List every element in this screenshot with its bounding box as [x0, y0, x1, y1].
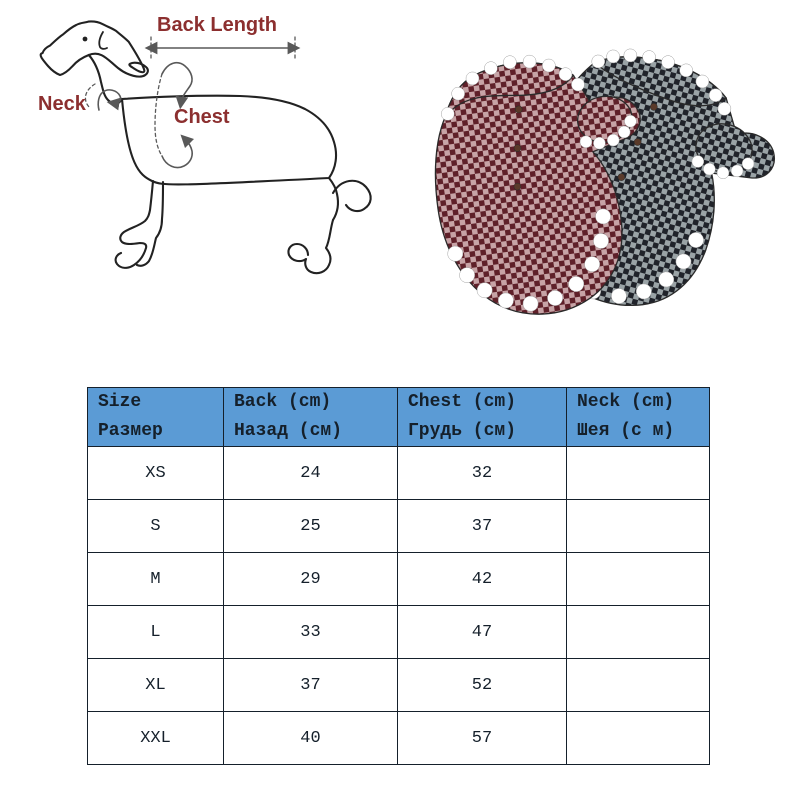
svg-text:Chest: Chest	[174, 106, 230, 128]
svg-text:Back Length: Back Length	[157, 14, 277, 36]
svg-text:Neck: Neck	[38, 93, 87, 115]
